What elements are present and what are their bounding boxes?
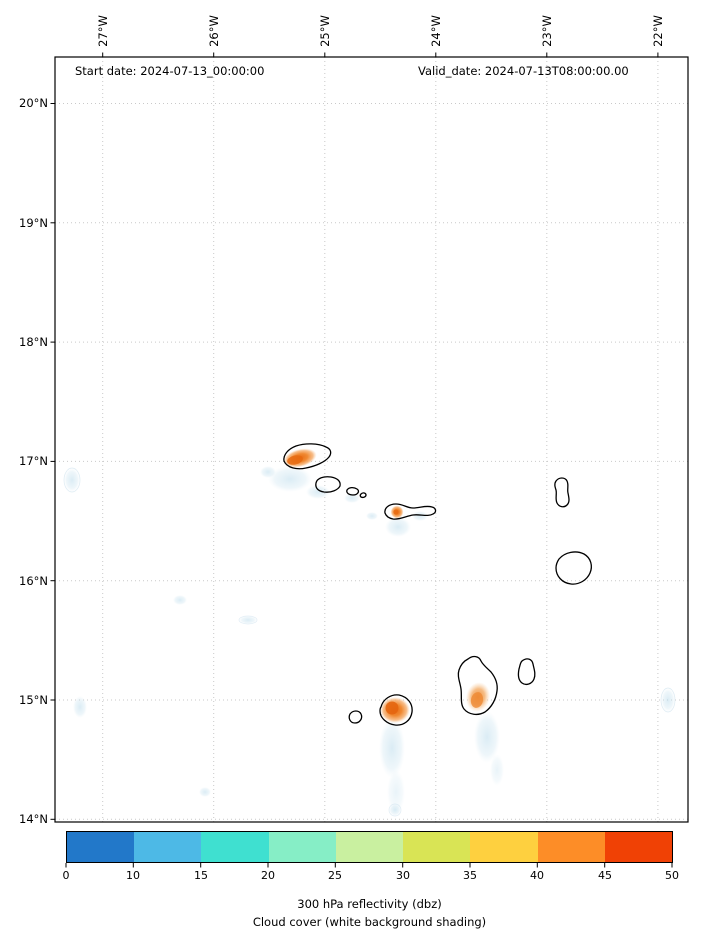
gridlines	[55, 57, 688, 822]
colorbar-segment	[537, 832, 605, 862]
y-tick-label: 14°N	[19, 812, 48, 826]
island-outline	[283, 443, 332, 470]
plot-border	[54, 56, 689, 823]
island-outline	[359, 492, 367, 499]
island-outline	[315, 476, 341, 493]
colorbar	[66, 831, 673, 863]
x-tick-label: 27°W	[96, 15, 110, 47]
x-tick-label: 24°W	[429, 15, 443, 47]
colorbar-tick-label: 10	[126, 869, 140, 882]
island-outline	[555, 551, 592, 585]
colorbar-tick-label: 30	[396, 869, 410, 882]
colorbar-caption-line2: Cloud cover (white background shading)	[252, 915, 487, 929]
reflectivity-shading	[283, 448, 491, 723]
x-tick-label: 23°W	[540, 15, 554, 47]
colorbar-tick-label: 35	[463, 869, 477, 882]
island-outline	[346, 486, 360, 496]
colorbar-tick-label: 0	[62, 869, 70, 882]
island-outlines	[283, 443, 592, 726]
colorbar-tick-label: 20	[261, 869, 275, 882]
x-tick-label: 25°W	[318, 15, 332, 47]
x-tick-label: 26°W	[207, 15, 221, 47]
colorbar-tick-label: 25	[328, 869, 342, 882]
cloud-shading	[63, 466, 676, 817]
y-tick-label: 17°N	[19, 454, 48, 468]
island-outline	[384, 503, 437, 520]
colorbar-segment	[470, 832, 538, 862]
colorbar-segment	[335, 832, 404, 862]
colorbar-segment	[403, 832, 471, 862]
y-tick-label: 15°N	[19, 693, 48, 707]
colorbar-tick-label: 15	[194, 869, 208, 882]
colorbar-caption-line1: 300 hPa reflectivity (dbz)	[297, 897, 442, 911]
colorbar-segment	[201, 832, 269, 862]
axis-ticks	[50, 52, 659, 820]
colorbar-segment	[134, 832, 202, 862]
colorbar-segment	[268, 832, 336, 862]
colorbar-tick-label: 50	[665, 869, 679, 882]
colorbar-tick-marks	[65, 863, 673, 868]
x-tick-label: 22°W	[651, 15, 665, 47]
colorbar-tick-label: 40	[530, 869, 544, 882]
island-outline	[348, 710, 363, 724]
colorbar-segment	[604, 832, 672, 862]
island-outline	[517, 658, 536, 686]
island-outline	[379, 694, 413, 726]
island-outline	[554, 477, 570, 508]
colorbar-segment	[67, 832, 135, 862]
valid-date-annotation: Valid_date: 2024-07-13T08:00:00.00	[418, 64, 629, 78]
y-tick-label: 16°N	[19, 574, 48, 588]
y-tick-label: 19°N	[19, 216, 48, 230]
y-tick-label: 18°N	[19, 335, 48, 349]
start-date-annotation: Start date: 2024-07-13_00:00:00	[75, 64, 265, 78]
island-outline	[457, 655, 498, 716]
y-tick-label: 20°N	[19, 96, 48, 110]
colorbar-tick-label: 45	[598, 869, 612, 882]
